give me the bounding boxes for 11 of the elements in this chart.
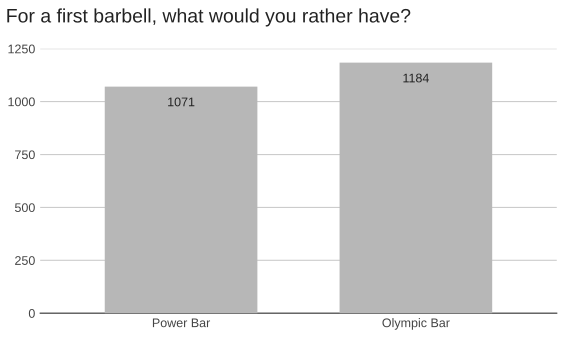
data-label: 1071 xyxy=(168,97,194,106)
y-tick-label: 750 xyxy=(15,150,35,160)
y-tick-label: 1250 xyxy=(8,44,35,54)
chart-title: For a first barbell, what would you rather have? xyxy=(7,8,410,26)
y-tick-label: 1000 xyxy=(8,97,35,106)
y-tick-label: 500 xyxy=(14,203,35,212)
x-tick-label: Olympic Bar xyxy=(382,318,450,330)
y-tick-label: 0 xyxy=(28,309,35,318)
x-tick-label: Power Bar xyxy=(152,318,210,328)
data-label: 1184 xyxy=(403,74,429,82)
y-tick-label: 250 xyxy=(15,256,35,265)
